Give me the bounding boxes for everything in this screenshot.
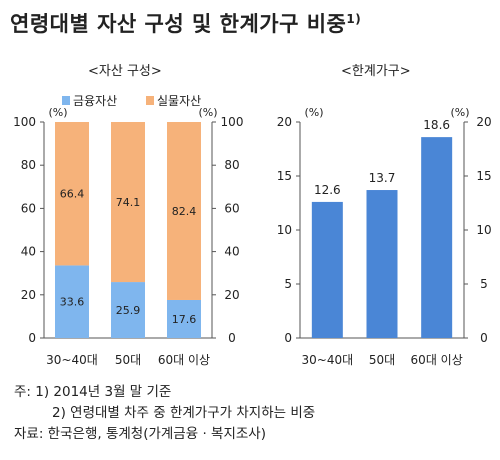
right-tick-label-left: 20 [277,115,292,129]
right-bar [421,137,453,338]
title-footnote-marker: 1) [346,12,362,26]
right-data-label: 13.7 [369,171,396,185]
left-tick-label-left: 40 [21,245,36,259]
left-bar-real [55,122,89,266]
left-bar-real [111,122,145,283]
right-bar [311,201,343,338]
left-bar-financial [55,265,89,338]
left-tick-label-left: 0 [28,331,36,345]
left-data-label: 82.4 [172,205,197,218]
left-tick-label-left: 80 [21,158,36,172]
right-tick-label-left: 10 [277,223,292,237]
right-unit-left: (%) [304,106,323,119]
left-data-label: 17.6 [172,313,197,326]
left-unit-left: (%) [48,106,67,119]
left-tick-label-left: 20 [21,288,36,302]
footnote-1: 주: 1) 2014년 3월 말 기준 [14,384,172,400]
left-tick-label-right: 60 [224,201,239,215]
right-category-label: 30~40대 [302,353,354,367]
left-tick-label-right: 20 [224,288,239,302]
left-tick-label-right: 80 [224,158,239,172]
chart-title: 연령대별 자산 구성 및 한계가구 비중1) [10,12,362,36]
left-legend-label: 금융자산 [73,94,117,108]
left-legend-swatch [146,96,154,105]
right-category-label: 60대 이상 [411,353,463,367]
right-tick-label-right: 5 [480,277,488,291]
right-tick-label-right: 15 [476,169,491,183]
left-tick-label-left: 60 [21,201,36,215]
left-data-label: 33.6 [60,296,85,309]
right-tick-label-right: 0 [480,331,488,345]
right-data-label: 18.6 [423,118,450,132]
left-tick-label-right: 0 [228,331,236,345]
right-unit-right: (%) [450,106,469,119]
right-category-label: 50대 [369,353,395,367]
left-legend-label: 실물자산 [157,94,201,108]
left-data-label: 74.1 [116,196,141,209]
left-legend-swatch [62,96,70,105]
left-bar-financial [167,299,201,338]
left-bar-financial [111,282,145,338]
left-tick-label-right: 40 [224,245,239,259]
right-data-label: 12.6 [314,183,341,197]
right-chart-subtitle: <한계가구> [341,64,411,79]
right-tick-label-left: 0 [284,331,292,345]
right-tick-label-right: 20 [476,115,491,129]
left-tick-label-right: 100 [221,115,244,129]
left-category-label: 60대 이상 [158,353,210,367]
left-category-label: 50대 [115,353,141,367]
footnote-2: 2) 연령대별 차주 중 한계가구가 차지하는 비중 [52,405,316,421]
right-tick-label-left: 5 [284,277,292,291]
left-unit-right: (%) [198,106,217,119]
left-data-label: 25.9 [116,304,141,317]
left-data-label: 66.4 [60,188,85,201]
left-bar-real [167,122,201,300]
source-note: 자료: 한국은행, 통계청(가계금융 · 복지조사) [14,426,266,442]
right-tick-label-right: 10 [476,223,491,237]
right-tick-label-left: 15 [277,169,292,183]
footnotes: 주: 1) 2014년 3월 말 기준 2) 연령대별 차주 중 한계가구가 차… [14,382,315,445]
left-tick-label-left: 100 [13,115,36,129]
left-chart-subtitle: <자산 구성> [88,64,162,79]
left-category-label: 30~40대 [46,353,98,367]
right-bar [366,190,398,338]
